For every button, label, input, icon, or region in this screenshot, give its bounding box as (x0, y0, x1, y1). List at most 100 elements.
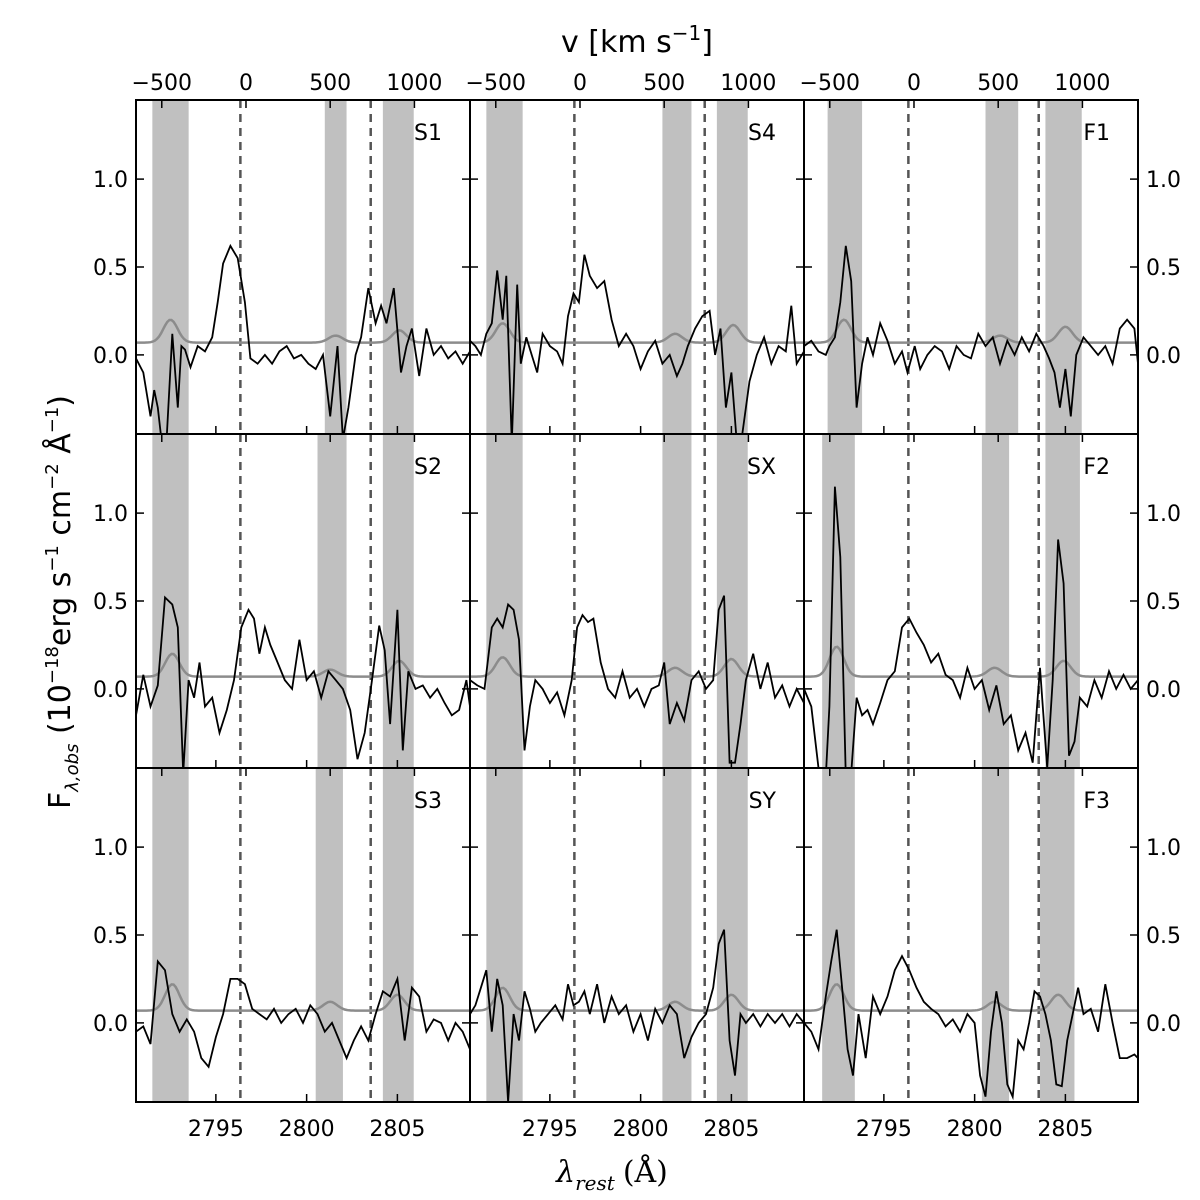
top-axis-title: v [km s−1] (561, 21, 713, 60)
error-spectrum-line (136, 652, 470, 678)
y-axis-title-sup3: −1 (42, 407, 63, 434)
x-tick-label: 2795 (856, 1117, 912, 1142)
panel-plot-F3 (804, 768, 1138, 1102)
top-axis-title-close: ] (701, 25, 713, 60)
panels-layer: S1 S4 F1 S2 SX F2 S3 SY F3 (135, 99, 1139, 1103)
flux-spectrum-line (136, 959, 470, 1069)
panel-label: F1 (1083, 121, 1110, 146)
panel-label: SY (749, 789, 777, 814)
y-tick-label-right: 0.0 (1146, 344, 1181, 369)
y-tick-label: 0.5 (93, 590, 128, 615)
v-tick-label: 500 (309, 71, 351, 96)
shaded-band (152, 768, 189, 1102)
flux-spectrum-line (136, 243, 470, 434)
y-tick-label-right: 0.0 (1146, 1012, 1181, 1037)
panel-plot-S4 (470, 100, 804, 434)
y-axis-title-sub: λ,obs (62, 744, 83, 793)
x-tick-label: 2800 (947, 1117, 1003, 1142)
v-tick-label: 0 (239, 71, 253, 96)
x-tick-label: 2800 (279, 1117, 335, 1142)
x-tick-label: 2805 (703, 1117, 759, 1142)
panel-plot-SY (470, 768, 804, 1102)
panel-plot-F2 (804, 434, 1138, 768)
v-tick-label: −500 (132, 71, 192, 96)
shaded-band (827, 100, 863, 434)
flux-spectrum-line (470, 929, 804, 1102)
v-tick-label: 0 (907, 71, 921, 96)
y-tick-label: 0.0 (93, 1012, 128, 1037)
y-axis-title-cm: cm (43, 490, 78, 545)
panel-label: S1 (414, 121, 442, 146)
panel-label: S2 (414, 455, 442, 480)
flux-spectrum-line (804, 486, 1138, 768)
panel-label: S3 (414, 789, 442, 814)
shaded-band (382, 768, 414, 1102)
v-tick-label: −500 (800, 71, 860, 96)
y-tick-label: 0.0 (93, 344, 128, 369)
panel-S2: S2 (135, 433, 471, 769)
y-tick-label: 1.0 (93, 836, 128, 861)
shaded-band (822, 768, 855, 1102)
x-tick-label: 2805 (1037, 1117, 1093, 1142)
y-tick-label: 0.0 (93, 678, 128, 703)
y-axis-title-sup2: −2 (42, 463, 63, 490)
bottom-axis-title-symbol: λ (555, 1155, 575, 1190)
flux-spectrum-line (470, 595, 804, 764)
panel-label: SX (747, 455, 776, 480)
y-axis-title-close: ) (43, 395, 78, 407)
shaded-band (152, 434, 189, 768)
v-tick-label: 1000 (386, 71, 442, 96)
panel-plot-F1 (804, 100, 1138, 434)
panel-plot-S3 (136, 768, 470, 1102)
shaded-band (662, 100, 692, 434)
y-tick-label: 0.5 (93, 256, 128, 281)
shaded-band (315, 768, 343, 1102)
flux-spectrum-line (804, 245, 1138, 417)
y-tick-label-right: 0.0 (1146, 678, 1181, 703)
y-tick-label-right: 1.0 (1146, 168, 1181, 193)
panel-plot-SX (470, 434, 804, 768)
x-tick-label: 2795 (188, 1117, 244, 1142)
v-tick-label: 500 (643, 71, 685, 96)
y-axis-title-open: (10 (43, 684, 78, 743)
y-axis-title-F: F (43, 792, 78, 809)
error-spectrum-line (470, 986, 804, 1012)
y-tick-label: 0.5 (93, 924, 128, 949)
y-axis-title-A: Å (42, 433, 78, 464)
panel-label: S4 (748, 121, 776, 146)
shaded-band (1039, 768, 1075, 1102)
y-tick-label-right: 1.0 (1146, 502, 1181, 527)
v-tick-label: 1000 (1054, 71, 1110, 96)
top-axis-title-sup: −1 (672, 21, 701, 45)
shaded-band (486, 100, 523, 434)
y-axis-title: Fλ,obs (10−18erg s−1 cm−2 Å−1) (42, 395, 83, 809)
y-tick-label-right: 0.5 (1146, 924, 1181, 949)
panel-label: F3 (1083, 789, 1110, 814)
panel-SX: SX (469, 433, 805, 769)
shaded-band (382, 100, 414, 434)
flux-spectrum-line (136, 595, 470, 768)
y-axis-title-sup1: −1 (42, 545, 63, 572)
top-axis-title-main: v [km s (561, 25, 672, 60)
v-tick-label: 500 (977, 71, 1019, 96)
y-axis-title-group: Fλ,obs (10−18erg s−1 cm−2 Å−1) (42, 395, 83, 809)
panel-plot-S1 (136, 100, 470, 434)
v-tick-label: 0 (573, 71, 587, 96)
panel-label: F2 (1083, 455, 1110, 480)
shaded-band (317, 434, 347, 768)
shaded-band (662, 434, 692, 768)
shaded-band (486, 434, 523, 768)
tick-labels-layer: −500 0 500 1000 0.0 0.5 1.0 −500 0 500 1000 −500 0 50… (93, 71, 1181, 1142)
x-tick-label: 2800 (613, 1117, 669, 1142)
panel-F1: F1 (803, 99, 1139, 435)
error-spectrum-line (470, 656, 804, 678)
x-tick-label: 2805 (369, 1117, 425, 1142)
panel-F2: F2 (803, 433, 1139, 769)
y-tick-label-right: 0.5 (1146, 256, 1181, 281)
y-axis-title-exp: −18 (42, 646, 63, 684)
shaded-band (324, 100, 347, 434)
v-tick-label: −500 (466, 71, 526, 96)
v-tick-label: 1000 (720, 71, 776, 96)
y-tick-label-right: 1.0 (1146, 836, 1181, 861)
